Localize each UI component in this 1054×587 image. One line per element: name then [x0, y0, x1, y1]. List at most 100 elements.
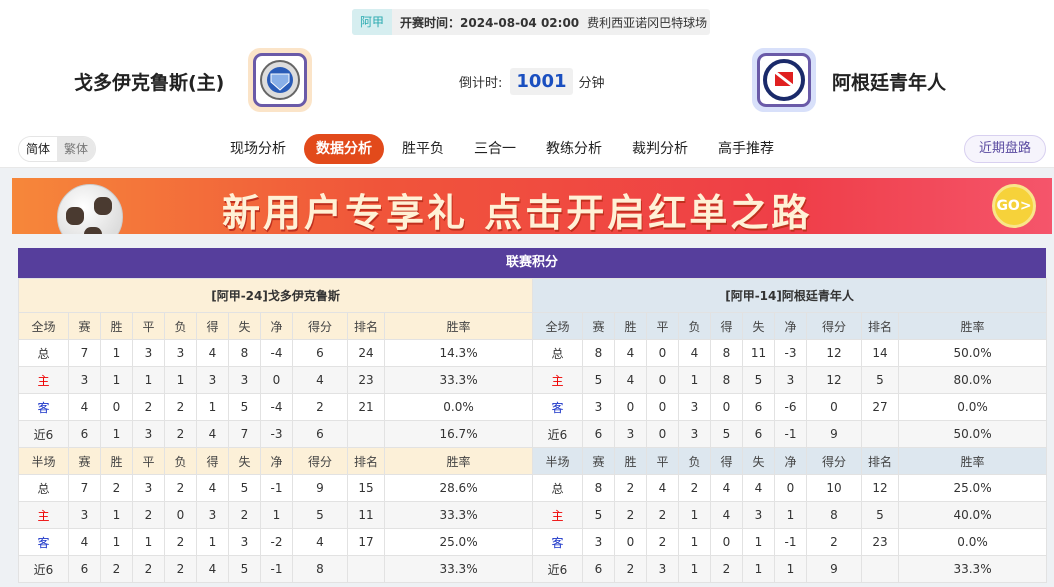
- row-label: 总: [18, 339, 69, 367]
- table-cell: 21: [347, 393, 385, 421]
- table-cell: 7: [68, 339, 101, 367]
- table-cell: 1: [774, 501, 807, 529]
- tab-3[interactable]: 三合一: [474, 141, 516, 157]
- home-standings: [阿甲-24]戈多伊克鲁斯 全场赛胜平负得失净得分 排名 胜率总 7 1 3 3 4 8 -4 6 24…: [17, 278, 534, 583]
- home-team-logo[interactable]: [248, 48, 312, 112]
- column-header: 排名: [347, 312, 385, 340]
- table-row: 主 3 1 1 1 3 3 0 4 23 33.3%: [18, 366, 534, 394]
- table-cell: -3: [774, 339, 807, 367]
- column-header: 得: [196, 447, 229, 475]
- table-cell: 8: [582, 339, 615, 367]
- table-cell: 80.0%: [897, 366, 1048, 394]
- table-cell: 0: [100, 393, 133, 421]
- table-cell: 3: [228, 528, 261, 556]
- column-header: 胜率: [383, 312, 534, 340]
- tab-5[interactable]: 裁判分析: [632, 141, 688, 157]
- table-row: 客 3 0 2 1 0 1 -1 2 23 0.0%: [532, 528, 1048, 556]
- table-cell: 2: [806, 528, 862, 556]
- league-tag[interactable]: 阿甲: [352, 9, 393, 35]
- tab-4[interactable]: 教练分析: [546, 141, 602, 157]
- row-label: 近6: [18, 555, 69, 583]
- row-label: 总: [18, 474, 69, 502]
- table-cell: 1: [742, 555, 775, 583]
- table-cell: 11: [742, 339, 775, 367]
- tab-1[interactable]: 数据分析: [304, 134, 384, 164]
- table-cell: 0: [646, 366, 679, 394]
- tab-6[interactable]: 高手推荐: [718, 141, 774, 157]
- column-header: 失: [228, 447, 261, 475]
- table-cell: 2: [164, 528, 197, 556]
- recent-trend-button[interactable]: 近期盘路: [963, 135, 1046, 163]
- row-label: 近6: [532, 555, 583, 583]
- table-cell: 2: [164, 420, 197, 448]
- language-toggle: 简体 繁体: [18, 136, 97, 162]
- table-cell: 24: [347, 339, 385, 367]
- row-label: 总: [532, 339, 583, 367]
- column-header: 胜: [614, 312, 647, 340]
- table-cell: 5: [292, 501, 348, 529]
- table-cell: 2: [100, 474, 133, 502]
- column-header: 排名: [861, 447, 899, 475]
- table-cell: 3: [678, 393, 711, 421]
- table-row: 总 8 4 0 4 8 11 -3 12 14 50.0%: [532, 339, 1048, 367]
- table-cell: 5: [742, 366, 775, 394]
- column-header: 排名: [347, 447, 385, 475]
- home-team-name[interactable]: 戈多伊克鲁斯(主): [74, 72, 225, 94]
- table-cell: 4: [196, 420, 229, 448]
- table-cell: 1: [774, 555, 807, 583]
- table-cell: 5: [861, 366, 899, 394]
- venue: 费利西亚诺冈巴特球场: [587, 15, 708, 30]
- table-cell: 1: [164, 366, 197, 394]
- row-label: 近6: [532, 420, 583, 448]
- match-header: 阿甲 开赛时间：2024-08-04 02:00 费利西亚诺冈巴特球场 戈多伊克…: [0, 0, 1054, 130]
- promo-banner[interactable]: 新用户专享礼 点击开启红单之路 GO>: [12, 178, 1052, 234]
- nav-bar: 简体 繁体 现场分析 数据分析 胜平负 三合一 教练分析 裁判分析 高手推荐 近期盘路: [0, 130, 1054, 168]
- column-header: 半场: [18, 447, 69, 475]
- tab-2[interactable]: 胜平负: [402, 141, 444, 157]
- table-cell: -4: [260, 339, 293, 367]
- lang-traditional[interactable]: 繁体: [57, 137, 96, 161]
- countdown: 倒计时: 1001 分钟: [459, 68, 605, 95]
- table-cell: 2: [164, 474, 197, 502]
- table-cell: 40.0%: [897, 501, 1048, 529]
- go-button[interactable]: GO>: [992, 184, 1036, 228]
- table-cell: 1: [100, 366, 133, 394]
- table-row: 客 4 0 2 2 1 5 -4 2 21 0.0%: [18, 393, 534, 421]
- lang-simplified[interactable]: 简体: [19, 137, 58, 161]
- table-cell: 17: [347, 528, 385, 556]
- table-cell: 0: [260, 366, 293, 394]
- away-team-logo[interactable]: [752, 48, 816, 112]
- table-cell: 0: [710, 528, 743, 556]
- soccer-ball-icon: [57, 184, 123, 234]
- table-cell: 0.0%: [897, 393, 1048, 421]
- table-row: 近6 6 2 2 2 4 5 -1 8 33.3%: [18, 555, 534, 583]
- table-row: 客 4 1 1 2 1 3 -2 4 17 25.0%: [18, 528, 534, 556]
- countdown-label: 倒计时:: [459, 76, 503, 91]
- row-label: 客: [18, 393, 69, 421]
- column-header: 赛: [582, 447, 615, 475]
- kickoff-time: 开赛时间：2024-08-04 02:00: [400, 15, 580, 30]
- home-team-header: [阿甲-24]戈多伊克鲁斯: [17, 278, 534, 313]
- column-header: 负: [678, 312, 711, 340]
- column-header: 半场: [532, 447, 583, 475]
- table-cell: 1: [100, 528, 133, 556]
- table-cell: 6: [582, 420, 615, 448]
- table-cell: 3: [774, 366, 807, 394]
- table-cell: 5: [228, 555, 261, 583]
- table-cell: 5: [582, 501, 615, 529]
- table-cell: -1: [774, 420, 807, 448]
- table-cell: 0: [646, 393, 679, 421]
- table-cell: -6: [774, 393, 807, 421]
- column-header: 净: [260, 312, 293, 340]
- away-team-name[interactable]: 阿根廷青年人: [832, 72, 947, 94]
- column-header: 赛: [68, 312, 101, 340]
- table-cell: 4: [196, 474, 229, 502]
- table-cell: 9: [806, 420, 862, 448]
- row-label: 主: [532, 366, 583, 394]
- table-cell: 4: [68, 393, 101, 421]
- table-cell: 5: [582, 366, 615, 394]
- tab-0[interactable]: 现场分析: [230, 141, 286, 157]
- table-cell: 9: [292, 474, 348, 502]
- table-cell: 3: [196, 501, 229, 529]
- table-cell: 1: [678, 555, 711, 583]
